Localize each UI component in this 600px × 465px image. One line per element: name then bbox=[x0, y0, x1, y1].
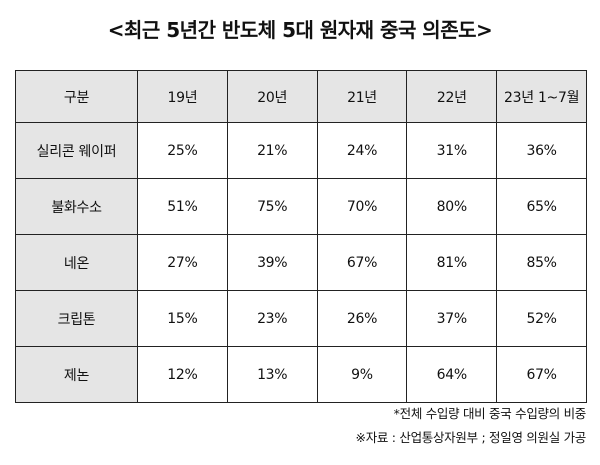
header-2020: 20년 bbox=[226, 70, 318, 123]
table-cell: 25% bbox=[137, 122, 228, 179]
table-cell: 15% bbox=[137, 290, 228, 347]
table-cell: 12% bbox=[137, 346, 228, 403]
header-2019: 19년 bbox=[137, 70, 228, 123]
table-cell: 26% bbox=[316, 290, 408, 347]
table-cell: 64% bbox=[406, 346, 498, 403]
page-title: <최근 5년간 반도체 5대 원자재 중국 의존도> bbox=[107, 18, 493, 42]
table-row-neon: 네온 27% 39% 67% 81% 85% bbox=[15, 234, 587, 291]
table-cell: 31% bbox=[406, 122, 498, 179]
table-cell: 67% bbox=[496, 346, 587, 403]
table-cell: 27% bbox=[137, 234, 228, 291]
row-label: 제논 bbox=[15, 346, 138, 403]
header-2023-jan-jul: 23년 1~7월 bbox=[496, 70, 587, 123]
table-header-row: 구분 19년 20년 21년 22년 23년 1~7월 bbox=[15, 70, 587, 123]
table-cell: 39% bbox=[226, 234, 318, 291]
footnote-source: ※자료 : 산업통상자원부 ; 정일영 의원실 가공 bbox=[355, 430, 587, 445]
table-cell: 13% bbox=[226, 346, 318, 403]
table-row-hydrogen-fluoride: 불화수소 51% 75% 70% 80% 65% bbox=[15, 178, 587, 235]
table-cell: 37% bbox=[406, 290, 498, 347]
header-2022: 22년 bbox=[406, 70, 498, 123]
table-cell: 70% bbox=[316, 178, 408, 235]
row-label: 불화수소 bbox=[15, 178, 138, 235]
table-cell: 52% bbox=[496, 290, 587, 347]
table-cell: 36% bbox=[496, 122, 587, 179]
table-cell: 81% bbox=[406, 234, 498, 291]
table-cell: 80% bbox=[406, 178, 498, 235]
table-cell: 65% bbox=[496, 178, 587, 235]
dependency-table: 구분 19년 20년 21년 22년 23년 1~7월 실리콘 웨이퍼 25% … bbox=[15, 70, 587, 403]
table-cell: 24% bbox=[316, 122, 408, 179]
row-label: 크립톤 bbox=[15, 290, 138, 347]
footnote-share: *전체 수입량 대비 중국 수입량의 비중 bbox=[393, 406, 587, 421]
table-row-xenon: 제논 12% 13% 9% 64% 67% bbox=[15, 346, 587, 403]
table-cell: 85% bbox=[496, 234, 587, 291]
footnotes: *전체 수입량 대비 중국 수입량의 비중 ※자료 : 산업통상자원부 ; 정일… bbox=[355, 402, 587, 450]
header-category: 구분 bbox=[15, 70, 138, 123]
table-row-krypton: 크립톤 15% 23% 26% 37% 52% bbox=[15, 290, 587, 347]
table-cell: 75% bbox=[226, 178, 318, 235]
table-cell: 21% bbox=[226, 122, 318, 179]
table-row-silicon-wafer: 실리콘 웨이퍼 25% 21% 24% 31% 36% bbox=[15, 122, 587, 179]
table-cell: 51% bbox=[137, 178, 228, 235]
row-label: 네온 bbox=[15, 234, 138, 291]
table-cell: 9% bbox=[316, 346, 408, 403]
row-label: 실리콘 웨이퍼 bbox=[15, 122, 138, 179]
header-2021: 21년 bbox=[316, 70, 408, 123]
table-cell: 23% bbox=[226, 290, 318, 347]
table-cell: 67% bbox=[316, 234, 408, 291]
